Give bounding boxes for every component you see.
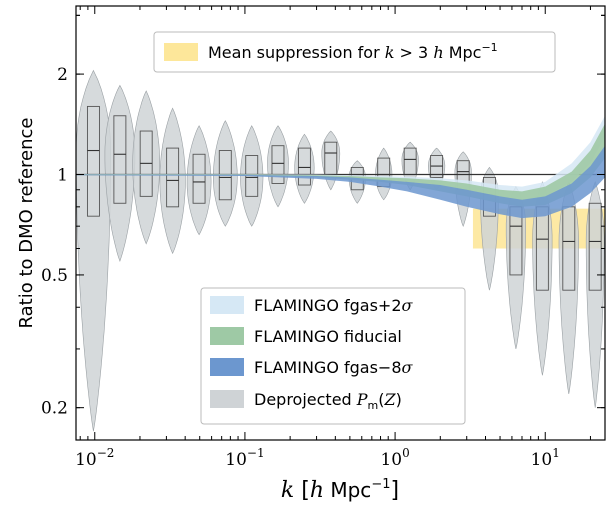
y-axis-label: Ratio to DMO reference [16,118,37,329]
violin-box [192,153,206,204]
x-tick-label: 10−2 [75,446,114,470]
legend-label-fiducial: FLAMINGO fiducial [254,327,402,346]
violins-layer [76,69,605,432]
violin [76,69,111,432]
legend-label-mean-suppression: Mean suppression for k > 3 h Mpc−1 [208,41,498,62]
violin-box [297,147,311,186]
legend-swatch-fiducial [210,327,244,345]
y-tick-label: 0.2 [41,399,68,419]
y-tick-label: 2 [57,65,68,85]
violin [186,125,212,236]
plot-frame [75,5,606,441]
violin-body [186,125,212,236]
violin [294,133,315,204]
violin [213,120,238,227]
legend-swatch-deprojected [210,390,244,408]
plot-area [76,69,605,432]
legend-upper: Mean suppression for k > 3 h Mpc−1 [153,31,556,73]
violin [267,125,289,208]
axis-tick-labels: 10−2 10−1 100 101 0.2 0.5 1 2 [41,65,560,470]
violin-body [76,69,111,432]
violin [104,84,136,263]
axis-ticks [76,6,605,440]
flamingo-bands-layer [76,115,605,219]
x-tick-label: 100 [380,446,409,470]
violin-body [132,90,160,245]
violin [159,107,186,255]
violin-body [294,133,315,204]
violin-box [113,115,127,204]
violin-box [588,202,602,291]
violin-box [86,105,100,217]
legend-swatch-fgas-plus-2sigma [210,296,244,314]
legend-lower: FLAMINGO fgas+2σ FLAMINGO fiducial FLAMI… [200,287,466,425]
legend-label-fgas-plus-2sigma: FLAMINGO fgas+2σ [254,296,414,315]
violin-box [271,145,285,184]
legend-label-fgas-minus-8sigma: FLAMINGO fgas−8σ [254,358,414,377]
flamingo-band [76,145,605,219]
y-tick-label: 1 [57,166,68,186]
violin-body [532,181,553,376]
legend-label-deprojected: Deprojected Pm(Z) [254,390,402,412]
x-tick-label: 10−1 [225,446,264,470]
legend-swatch-fgas-minus-8sigma [210,358,244,376]
violin-body [104,84,136,263]
legend-swatch-mean-suppression [164,43,198,61]
x-tick-label: 101 [531,446,560,470]
violin-box [166,147,180,208]
flamingo-band [76,123,605,207]
x-axis-label: k [h Mpc−1] [281,477,399,503]
y-tick-label: 0.5 [41,266,68,286]
violin [132,90,160,245]
